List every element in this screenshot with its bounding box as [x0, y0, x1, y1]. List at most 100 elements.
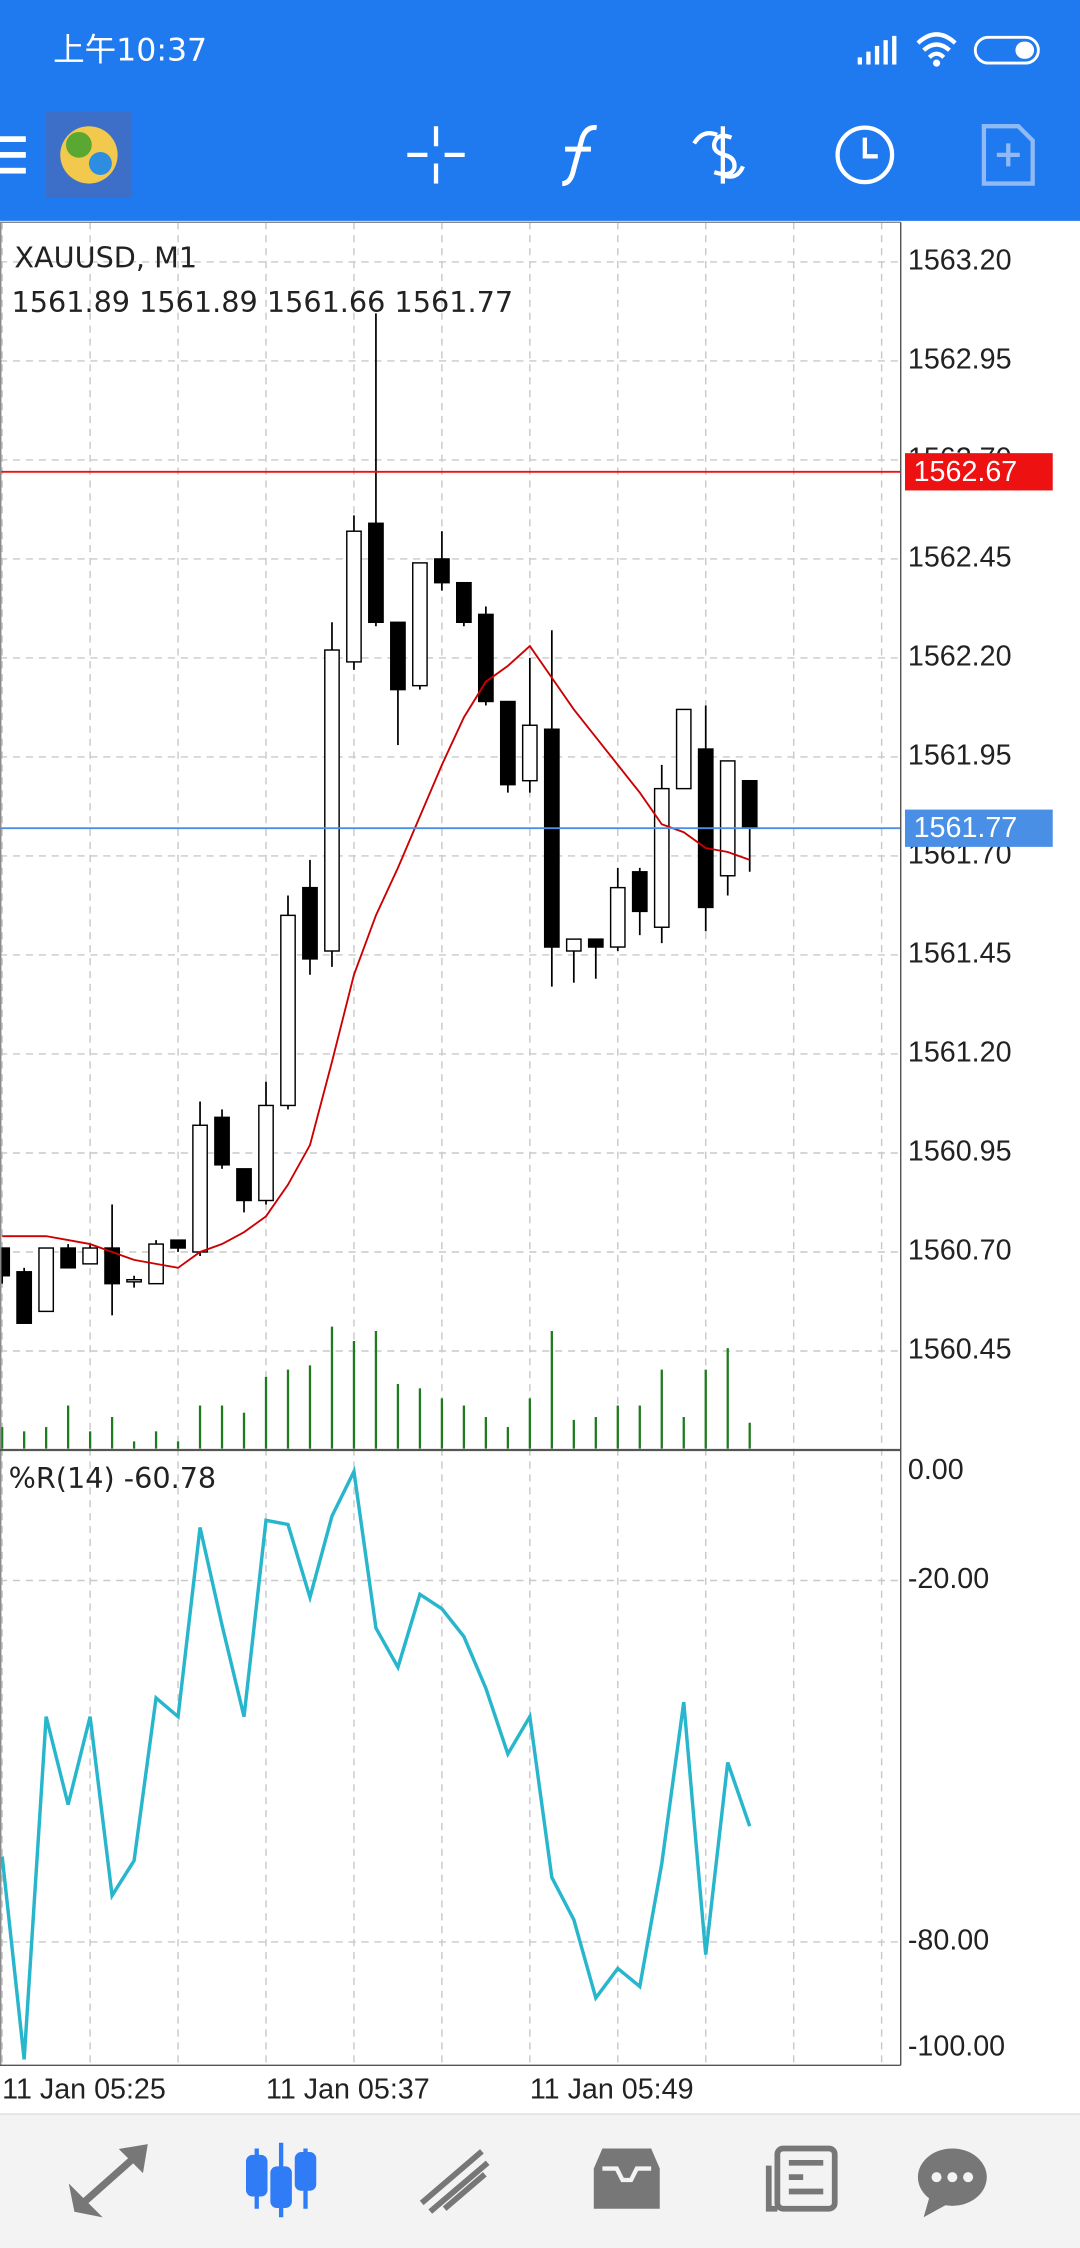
- ohlc-label: 1561.89 1561.89 1561.66 1561.77: [11, 285, 513, 319]
- period-button[interactable]: [835, 125, 895, 185]
- candle-body: [280, 914, 296, 1107]
- icon-stroke: [602, 2166, 652, 2183]
- status-icons: [857, 32, 1040, 67]
- chart-title: XAUUSD, M1: [14, 241, 197, 275]
- icon-stroke: [245, 2154, 268, 2197]
- candle-body: [324, 649, 340, 952]
- candle-body: [543, 728, 560, 948]
- icon-dot: [963, 2172, 974, 2183]
- y-tick-label: 1562.20: [908, 641, 1012, 673]
- y-tick-label: 0.00: [908, 1454, 964, 1486]
- nav-news[interactable]: [765, 2145, 838, 2212]
- indicator-title: %R(14) -60.78: [9, 1461, 217, 1495]
- icon-stroke: [996, 143, 1020, 167]
- nav-trade[interactable]: [419, 2149, 490, 2214]
- app-icon-logo: [60, 126, 118, 184]
- signal-bar: [874, 45, 880, 65]
- x-tick-label: 11 Jan 05:37: [266, 2074, 430, 2106]
- y-tick-label: 1560.45: [908, 1334, 1012, 1366]
- app-icon-logo: [65, 131, 92, 158]
- candle-body: [499, 700, 516, 786]
- x-tick-label: 11 Jan 05:49: [530, 2074, 694, 2106]
- candle-body: [587, 938, 604, 948]
- icon-stroke: [981, 124, 1035, 186]
- candle-body: [170, 1239, 186, 1249]
- header-bg: [0, 0, 1080, 221]
- y-tick-label: 1563.20: [908, 244, 1012, 276]
- icon-stroke: [270, 2166, 292, 2208]
- price-label-box: [905, 453, 1053, 491]
- candle-body: [258, 1104, 274, 1202]
- y-tick-label: 1562.45: [908, 542, 1012, 574]
- candle-body: [236, 1168, 252, 1202]
- y-tick-label: -20.00: [908, 1563, 989, 1595]
- y-tick-label: 1562.95: [908, 343, 1012, 375]
- candle-body: [82, 1247, 99, 1265]
- nav-history[interactable]: [593, 2148, 660, 2209]
- icon-stroke: [835, 125, 895, 185]
- candle-body: [192, 1124, 208, 1253]
- icon-stroke: [711, 126, 737, 184]
- y-tick-label: 1560.95: [908, 1136, 1012, 1168]
- app-icon-logo: [88, 152, 112, 175]
- chart-area: 11 Jan 05:25 11 Jan 05:37 11 Jan 05:49 1563…: [0, 221, 1053, 2106]
- menu-line: [0, 152, 26, 158]
- icon-stroke: [80, 2154, 138, 2206]
- candle-body: [214, 1116, 230, 1166]
- candle-body: [412, 562, 428, 687]
- icon-stroke: [774, 2145, 838, 2212]
- icon-stroke: [294, 2152, 317, 2191]
- crosshair-button[interactable]: [407, 126, 465, 184]
- y-tick-label: -80.00: [908, 1925, 989, 1957]
- icon-dot: [931, 2172, 942, 2183]
- candle-body: [38, 1247, 55, 1313]
- signal-bar: [892, 35, 897, 65]
- nav-quotes[interactable]: [68, 2144, 148, 2218]
- icon-stroke: [862, 137, 878, 159]
- candle-body: [302, 886, 318, 960]
- wifi-icon: [916, 32, 957, 59]
- price-label: 1561.77: [914, 812, 1018, 844]
- price-label: 1562.67: [914, 456, 1018, 488]
- candle-body: [609, 886, 626, 948]
- candle-body: [521, 724, 538, 782]
- y-tick-label: 1561.45: [908, 938, 1012, 970]
- battery-level: [1015, 41, 1035, 59]
- bottom-nav-bg: [0, 2114, 1080, 2248]
- candle-body: [631, 871, 648, 913]
- icon-stroke: [765, 2159, 824, 2212]
- candle-body: [368, 522, 384, 624]
- candle-body: [565, 938, 582, 952]
- price-label-box: [905, 809, 1053, 847]
- app-icon[interactable]: [45, 111, 132, 198]
- candle-body: [346, 530, 362, 663]
- menu-button[interactable]: [0, 136, 26, 174]
- battery: [973, 35, 1040, 65]
- candle-body: [741, 779, 758, 829]
- indicator-button[interactable]: [561, 124, 598, 187]
- new-order-button[interactable]: [981, 124, 1035, 186]
- candle-body: [390, 621, 406, 691]
- y-tick-label: 1561.20: [908, 1037, 1012, 1069]
- candle-body: [16, 1271, 33, 1324]
- icon-stroke: [923, 2197, 950, 2218]
- wifi-dot: [932, 59, 941, 67]
- icon-stroke: [419, 2149, 490, 2214]
- candle-body: [719, 760, 736, 877]
- signal-bar: [866, 51, 871, 65]
- moving-average: [2, 644, 751, 1269]
- signal-bar: [857, 57, 862, 65]
- menu-line: [0, 136, 26, 142]
- nav-chart[interactable]: [245, 2142, 317, 2218]
- candle-body: [0, 1247, 11, 1277]
- nav-chat[interactable]: [917, 2148, 987, 2218]
- candle-body: [434, 558, 450, 584]
- y-tick-label: -100.00: [908, 2031, 1005, 2063]
- signal-bar: [883, 40, 888, 65]
- trade-button[interactable]: [692, 126, 745, 184]
- candle-body: [653, 787, 670, 928]
- icon-stroke: [68, 2144, 148, 2218]
- y-tick-label: 1560.70: [908, 1235, 1012, 1267]
- candle-body: [60, 1247, 77, 1269]
